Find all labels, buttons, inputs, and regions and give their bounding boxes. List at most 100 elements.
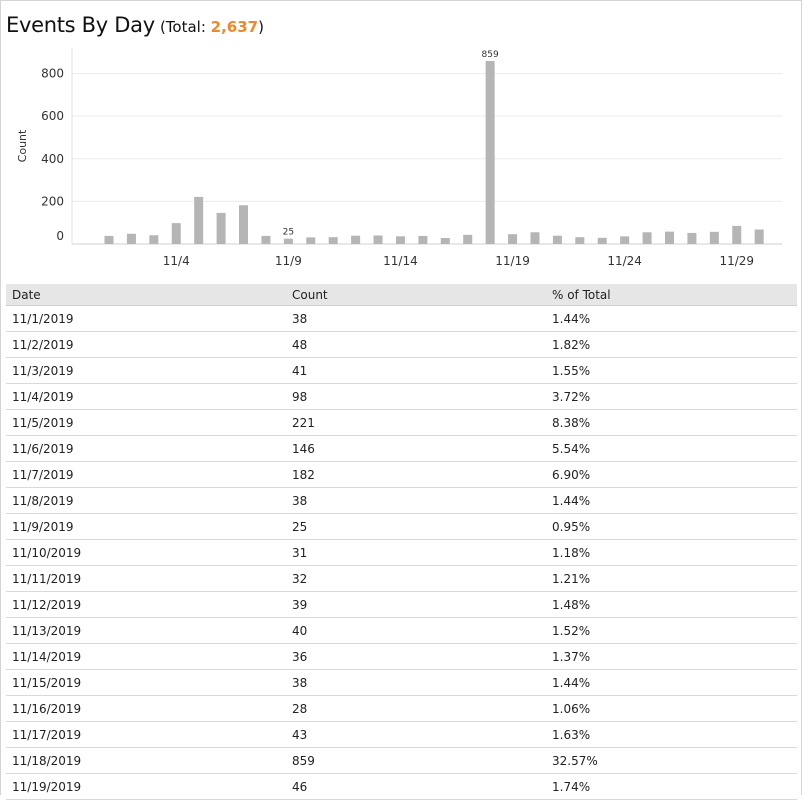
table-row: 11/2/2019 48 1.82% — [6, 331, 797, 358]
bar-11-19-2019[interactable] — [508, 234, 518, 244]
table-row: 11/9/2019 25 0.95% — [6, 513, 797, 540]
cell-percent: 1.63% — [546, 721, 797, 748]
table-row: 11/5/2019 221 8.38% — [6, 409, 797, 436]
total-suffix: ) — [258, 18, 264, 36]
bar-11-25-2019[interactable] — [642, 232, 652, 244]
bar-11-3-2019[interactable] — [149, 235, 159, 244]
bar-11-12-2019[interactable] — [351, 235, 361, 244]
cell-date: 11/4/2019 — [6, 383, 286, 410]
page-title: Events By Day — [6, 13, 155, 37]
cell-date: 11/11/2019 — [6, 565, 286, 592]
bar-11-9-2019[interactable] — [283, 238, 293, 244]
cell-count: 40 — [286, 617, 546, 644]
bar-11-13-2019[interactable] — [373, 235, 383, 244]
bar-11-29-2019[interactable] — [732, 225, 742, 244]
chart-labels: 0 200 400 600 800 25 859 11/4 11/9 11/14 11/19 11/2… — [41, 50, 754, 268]
cell-count: 32 — [286, 565, 546, 592]
y-tick-label: 600 — [41, 109, 64, 123]
cell-count: 43 — [286, 721, 546, 748]
bar-11-20-2019[interactable] — [530, 232, 540, 244]
bar-11-24-2019[interactable] — [620, 236, 630, 244]
cell-percent: 8.38% — [546, 409, 797, 436]
table-row: 11/7/2019 182 6.90% — [6, 461, 797, 488]
bar-11-10-2019[interactable] — [306, 237, 316, 244]
cell-percent: 1.55% — [546, 357, 797, 384]
bar-11-4-2019[interactable] — [171, 223, 181, 244]
bar-11-1-2019[interactable] — [104, 235, 114, 244]
bar-11-18-2019[interactable] — [485, 60, 495, 244]
cell-count: 859 — [286, 747, 546, 774]
table-row: 11/18/2019 859 32.57% — [6, 747, 797, 774]
bar-11-30-2019[interactable] — [754, 229, 764, 244]
bar-11-14-2019[interactable] — [395, 236, 405, 244]
cell-percent: 1.21% — [546, 565, 797, 592]
bar-11-15-2019[interactable] — [418, 235, 428, 244]
column-header-percent[interactable]: % of Total — [546, 284, 797, 306]
table-row: 11/16/2019 28 1.06% — [6, 695, 797, 722]
cell-date: 11/14/2019 — [6, 643, 286, 670]
bar-11-11-2019[interactable] — [328, 237, 338, 244]
table-row: 11/17/2019 43 1.63% — [6, 721, 797, 748]
cell-count: 146 — [286, 435, 546, 462]
cell-percent: 32.57% — [546, 747, 797, 774]
cell-date: 11/1/2019 — [6, 305, 286, 332]
bar-11-5-2019[interactable] — [194, 196, 204, 244]
bar-11-6-2019[interactable] — [216, 212, 226, 244]
cell-count: 25 — [286, 513, 546, 540]
total-value: 2,637 — [210, 18, 259, 36]
cell-date: 11/2/2019 — [6, 331, 286, 358]
cell-date: 11/16/2019 — [6, 695, 286, 722]
cell-date: 11/18/2019 — [6, 747, 286, 774]
bar-11-27-2019[interactable] — [687, 232, 697, 244]
column-header-date[interactable]: Date — [6, 284, 286, 306]
bar-11-22-2019[interactable] — [575, 237, 585, 244]
cell-count: 31 — [286, 539, 546, 566]
table-row: 11/11/2019 32 1.21% — [6, 565, 797, 592]
cell-date: 11/7/2019 — [6, 461, 286, 488]
x-tick-label: 11/29 — [719, 254, 754, 268]
table-row: 11/1/2019 38 1.44% — [6, 305, 797, 332]
table-header-row: Date Count % of Total — [6, 284, 797, 306]
bar-11-7-2019[interactable] — [239, 205, 249, 244]
cell-percent: 0.95% — [546, 513, 797, 540]
y-tick-label: 200 — [41, 194, 64, 208]
cell-count: 182 — [286, 461, 546, 488]
cell-count: 46 — [286, 773, 546, 800]
bar-11-8-2019[interactable] — [261, 235, 271, 244]
table-row: 11/4/2019 98 3.72% — [6, 383, 797, 410]
bar-11-17-2019[interactable] — [463, 234, 473, 244]
total-prefix: (Total: — [159, 18, 211, 36]
cell-date: 11/17/2019 — [6, 721, 286, 748]
events-table-container: Date Count % of Total 11/1/2019 38 1.44% 11… — [6, 284, 797, 800]
table-row: 11/12/2019 39 1.48% — [6, 591, 797, 618]
cell-date: 11/8/2019 — [6, 487, 286, 514]
cell-percent: 1.44% — [546, 305, 797, 332]
data-label: 859 — [482, 50, 499, 60]
x-tick-label: 11/19 — [495, 254, 530, 268]
y-tick-label: 400 — [41, 152, 64, 166]
cell-date: 11/13/2019 — [6, 617, 286, 644]
cell-count: 36 — [286, 643, 546, 670]
bar-11-26-2019[interactable] — [665, 231, 674, 244]
column-header-count[interactable]: Count — [286, 284, 546, 306]
table-row: 11/10/2019 31 1.18% — [6, 539, 797, 566]
x-tick-label: 11/9 — [275, 254, 302, 268]
cell-date: 11/5/2019 — [6, 409, 286, 436]
report-header: Events By Day (Total: 2,637) — [6, 13, 264, 37]
table-row: 11/19/2019 46 1.74% — [6, 773, 797, 800]
table-body: 11/1/2019 38 1.44% 11/2/2019 48 1.82% 11/3/201… — [6, 305, 797, 800]
cell-count: 41 — [286, 357, 546, 384]
cell-percent: 3.72% — [546, 383, 797, 410]
cell-percent: 1.44% — [546, 487, 797, 514]
y-axis-title: Count — [16, 129, 29, 162]
bar-11-23-2019[interactable] — [597, 237, 607, 244]
bar-11-21-2019[interactable] — [552, 235, 562, 244]
data-label: 25 — [283, 228, 294, 238]
bar-11-16-2019[interactable] — [440, 238, 450, 244]
cell-count: 38 — [286, 487, 546, 514]
bar-11-2-2019[interactable] — [126, 233, 136, 244]
bar-11-28-2019[interactable] — [709, 231, 719, 244]
x-tick-label: 11/4 — [163, 254, 190, 268]
cell-percent: 5.54% — [546, 435, 797, 462]
